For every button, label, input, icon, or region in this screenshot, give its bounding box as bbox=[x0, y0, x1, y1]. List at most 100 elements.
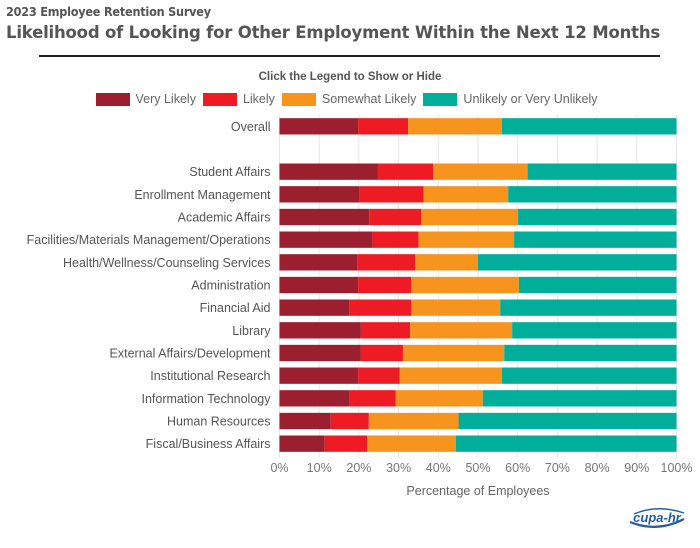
bar-segment-very-likely[interactable] bbox=[279, 367, 359, 384]
title-divider bbox=[39, 55, 660, 57]
legend-hint: Click the Legend to Show or Hide bbox=[258, 71, 442, 83]
bar-segment-somewhat-likely[interactable] bbox=[433, 163, 528, 180]
bar-segment-unlikely-or-very-unlikely[interactable] bbox=[478, 254, 677, 271]
x-tick-label: 60% bbox=[505, 461, 530, 475]
bar-segment-very-likely[interactable] bbox=[279, 390, 350, 407]
category-label: Library bbox=[232, 324, 271, 338]
bar-segment-unlikely-or-very-unlikely[interactable] bbox=[500, 299, 677, 316]
bar-segment-very-likely[interactable] bbox=[279, 254, 358, 271]
legend-swatch bbox=[281, 92, 316, 106]
bar-segment-likely[interactable] bbox=[358, 118, 409, 135]
legend-label: Likely bbox=[242, 92, 275, 106]
bar-segment-unlikely-or-very-unlikely[interactable] bbox=[518, 276, 677, 294]
bar-segment-somewhat-likely[interactable] bbox=[415, 254, 478, 271]
category-label: Enrollment Management bbox=[134, 188, 271, 202]
bar-segment-likely[interactable] bbox=[349, 390, 396, 407]
cupa-hr-logo-icon: cupa-hr bbox=[629, 508, 685, 528]
bar-segment-unlikely-or-very-unlikely[interactable] bbox=[482, 390, 677, 407]
category-label: Student Affairs bbox=[189, 165, 270, 179]
bar-segment-very-likely[interactable] bbox=[279, 186, 360, 203]
x-tick-label: 80% bbox=[585, 461, 610, 475]
bar-segment-somewhat-likely[interactable] bbox=[402, 344, 505, 362]
legend-item-somewhat-likely[interactable]: Somewhat Likely bbox=[281, 92, 417, 106]
x-tick-label: 90% bbox=[624, 461, 649, 475]
category-label: Financial Aid bbox=[200, 301, 271, 315]
category-label: Facilities/Materials Management/Operatio… bbox=[27, 233, 271, 247]
bar-segment-very-likely[interactable] bbox=[279, 322, 361, 339]
x-tick-label: 10% bbox=[307, 461, 332, 475]
bar-segment-likely[interactable] bbox=[357, 254, 416, 271]
bar-segment-somewhat-likely[interactable] bbox=[399, 367, 502, 384]
category-label: Overall bbox=[231, 120, 271, 134]
bar-segment-unlikely-or-very-unlikely[interactable] bbox=[508, 186, 677, 203]
bar-segment-unlikely-or-very-unlikely[interactable] bbox=[504, 344, 677, 362]
bar-segment-likely[interactable] bbox=[359, 186, 424, 203]
bar-segment-unlikely-or-very-unlikely[interactable] bbox=[512, 322, 677, 339]
bar-segment-very-likely[interactable] bbox=[279, 231, 373, 248]
category-label: Institutional Research bbox=[150, 369, 270, 383]
bar-segment-likely[interactable] bbox=[349, 299, 412, 316]
category-label: Academic Affairs bbox=[178, 211, 271, 225]
legend-item-likely[interactable]: Likely bbox=[202, 92, 275, 106]
bar-segment-somewhat-likely[interactable] bbox=[367, 435, 456, 452]
legend-label: Very Likely bbox=[135, 92, 196, 106]
bar-segment-very-likely[interactable] bbox=[279, 299, 350, 316]
bar-segment-unlikely-or-very-unlikely[interactable] bbox=[501, 367, 677, 384]
bar-segment-very-likely[interactable] bbox=[279, 276, 359, 294]
bar-segment-likely[interactable] bbox=[369, 208, 422, 226]
x-tick-label: 20% bbox=[346, 461, 371, 475]
bar-segment-somewhat-likely[interactable] bbox=[411, 276, 519, 294]
bar-segment-unlikely-or-very-unlikely[interactable] bbox=[527, 163, 677, 180]
legend-swatch bbox=[423, 92, 458, 106]
category-label: Human Resources bbox=[167, 415, 271, 429]
bar-segment-somewhat-likely[interactable] bbox=[411, 299, 501, 316]
bar-segment-unlikely-or-very-unlikely[interactable] bbox=[501, 118, 677, 135]
category-label: Fiscal/Business Affairs bbox=[146, 437, 271, 451]
category-label: Health/Wellness/Counseling Services bbox=[63, 256, 271, 270]
bar-segment-very-likely[interactable] bbox=[279, 163, 378, 180]
legend: Very Likely Likely Somewhat Likely Unlikely… bbox=[0, 92, 700, 106]
bar-segment-very-likely[interactable] bbox=[279, 118, 359, 135]
bar-segment-somewhat-likely[interactable] bbox=[395, 390, 483, 407]
bar-segment-unlikely-or-very-unlikely[interactable] bbox=[455, 435, 677, 452]
x-axis-title: Percentage of Employees bbox=[406, 484, 549, 498]
bar-segment-very-likely[interactable] bbox=[279, 344, 361, 362]
bar-segment-likely[interactable] bbox=[358, 276, 412, 294]
bar-segment-unlikely-or-very-unlikely[interactable] bbox=[458, 412, 677, 430]
bar-segment-likely[interactable] bbox=[360, 344, 403, 362]
bar-segment-very-likely[interactable] bbox=[279, 412, 331, 430]
bar-segment-likely[interactable] bbox=[330, 412, 369, 430]
bar-segment-very-likely[interactable] bbox=[279, 435, 325, 452]
x-tick-label: 0% bbox=[270, 461, 288, 475]
bar-segment-unlikely-or-very-unlikely[interactable] bbox=[518, 208, 677, 226]
x-tick-label: 100% bbox=[661, 461, 693, 475]
legend-swatch bbox=[95, 92, 130, 106]
legend-item-very-likely[interactable]: Very Likely bbox=[95, 92, 196, 106]
category-label: Administration bbox=[191, 279, 270, 293]
bar-segment-very-likely[interactable] bbox=[279, 208, 370, 226]
logo-text: cupa-hr bbox=[633, 510, 682, 525]
bar-segment-likely[interactable] bbox=[377, 163, 434, 180]
bar-segment-likely[interactable] bbox=[358, 367, 400, 384]
x-tick-label: 50% bbox=[465, 461, 490, 475]
category-label: Information Technology bbox=[141, 392, 271, 406]
bar-segment-somewhat-likely[interactable] bbox=[423, 186, 509, 203]
bar-segment-likely[interactable] bbox=[372, 231, 419, 248]
bar-segment-somewhat-likely[interactable] bbox=[408, 118, 502, 135]
legend-item-unlikely-or-very-unlikely[interactable]: Unlikely or Very Unlikely bbox=[423, 92, 598, 106]
chart-title: Likelihood of Looking for Other Employme… bbox=[6, 23, 661, 42]
bar-segment-somewhat-likely[interactable] bbox=[410, 322, 513, 339]
bar-segment-somewhat-likely[interactable] bbox=[421, 208, 519, 226]
bar-segment-likely[interactable] bbox=[360, 322, 411, 339]
legend-label: Somewhat Likely bbox=[321, 92, 417, 106]
legend-label: Unlikely or Very Unlikely bbox=[463, 92, 598, 106]
category-label: External Affairs/Development bbox=[110, 347, 271, 361]
bar-segment-somewhat-likely[interactable] bbox=[418, 231, 515, 248]
x-tick-label: 40% bbox=[426, 461, 451, 475]
bar-segment-somewhat-likely[interactable] bbox=[368, 412, 459, 430]
legend-swatch bbox=[202, 92, 237, 106]
bar-segment-likely[interactable] bbox=[324, 435, 368, 452]
x-tick-label: 70% bbox=[545, 461, 570, 475]
bar-segment-unlikely-or-very-unlikely[interactable] bbox=[514, 231, 677, 248]
